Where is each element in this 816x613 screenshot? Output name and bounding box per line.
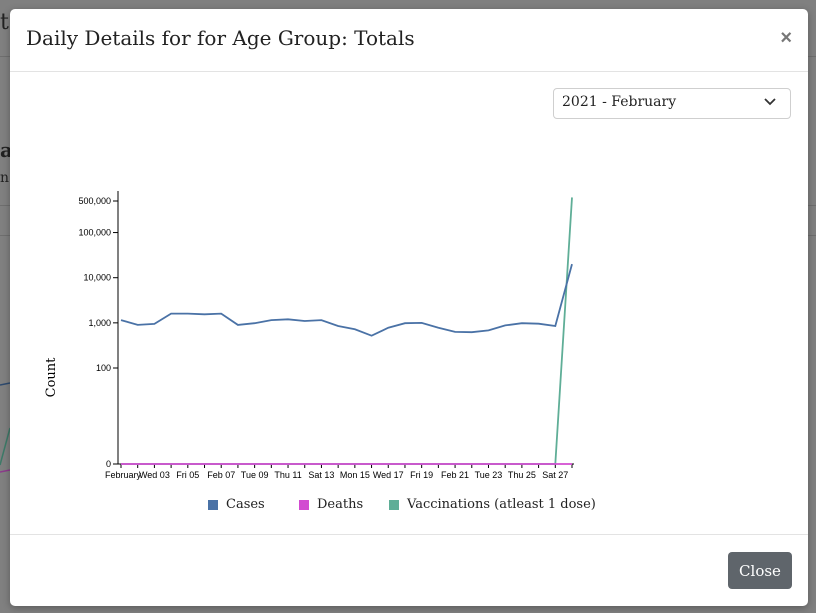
- x-tick-label: Thu 11: [274, 470, 301, 480]
- x-tick-label: Wed 03: [139, 470, 170, 480]
- x-tick-label: Feb 07: [207, 470, 235, 480]
- y-tick-label: 1,000: [88, 318, 111, 328]
- close-icon[interactable]: ×: [780, 27, 792, 49]
- x-tick-label: Fri 05: [176, 470, 199, 480]
- x-tick-label: Fri 19: [410, 470, 433, 480]
- x-tick-label: Sat 27: [542, 470, 568, 480]
- y-tick-label: 500,000: [78, 196, 111, 206]
- x-tick-label: Tue 23: [475, 470, 503, 480]
- chevron-down-icon: [764, 98, 776, 106]
- series-line-cases: [120, 263, 573, 337]
- x-tick-label: Thu 25: [508, 470, 536, 480]
- background-heading-fragment: a: [0, 138, 13, 162]
- modal-title: Daily Details for for Age Group: Totals: [26, 26, 415, 50]
- daily-details-modal: Daily Details for for Age Group: Totals …: [10, 9, 808, 606]
- month-select[interactable]: 2021 - February: [553, 88, 791, 119]
- legend-swatch-vaccinations: [389, 500, 399, 510]
- y-axis-title: Count: [44, 357, 59, 398]
- x-tick-label: February: [105, 470, 142, 480]
- x-tick-label: Mon 15: [340, 470, 370, 480]
- legend-label-vaccinations: Vaccinations (atleast 1 dose): [407, 497, 596, 512]
- x-tick-label: Tue 09: [241, 470, 269, 480]
- line-chart: 01001,00010,000100,000500,000FebruaryWed…: [44, 191, 574, 480]
- legend-swatch-deaths: [299, 500, 309, 510]
- y-tick-label: 100: [96, 363, 111, 373]
- y-tick-label: 100,000: [78, 228, 111, 238]
- close-button[interactable]: Close: [728, 552, 792, 589]
- x-tick-label: Wed 17: [373, 470, 404, 480]
- background-chart-fragment: [0, 382, 11, 473]
- series-line-vaccinations: [121, 197, 573, 465]
- x-tick-label: Feb 21: [441, 470, 469, 480]
- modal-header: Daily Details for for Age Group: Totals …: [10, 9, 808, 72]
- background-text-fragment: n: [0, 170, 10, 186]
- month-select-value: 2021 - February: [562, 94, 677, 110]
- legend-label-deaths: Deaths: [317, 497, 364, 512]
- modal-footer: [10, 534, 808, 606]
- legend-label-cases: Cases: [226, 497, 265, 512]
- legend-swatch-cases: [208, 500, 218, 510]
- background-title-fragment: t: [0, 10, 9, 35]
- y-tick-label: 0: [106, 459, 111, 469]
- y-tick-label: 10,000: [83, 273, 111, 283]
- x-tick-label: Sat 13: [308, 470, 334, 480]
